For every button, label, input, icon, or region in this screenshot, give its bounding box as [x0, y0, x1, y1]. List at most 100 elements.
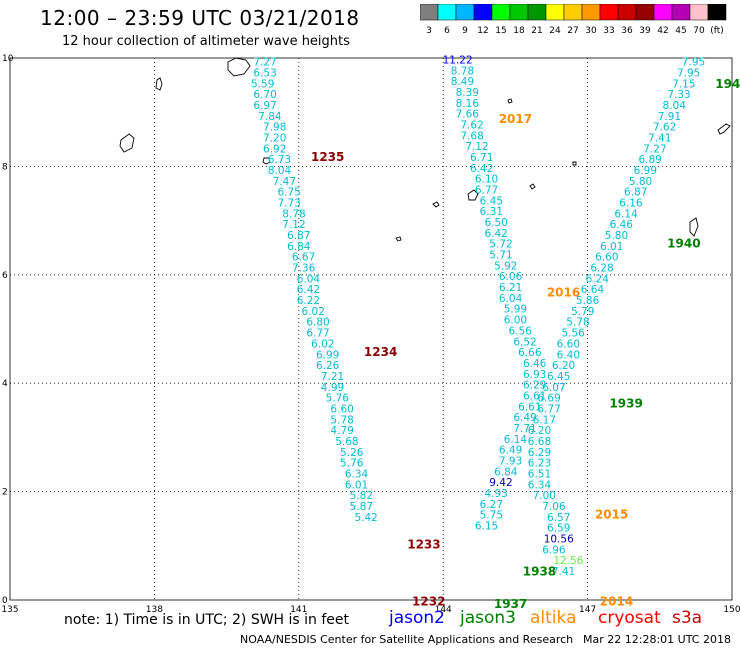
- wave-height-value: 6.46: [523, 358, 547, 370]
- wave-height-value: 6.60: [595, 252, 618, 264]
- colorbar-label: (ft): [710, 26, 724, 36]
- island-outline: [529, 183, 536, 190]
- pass-time-label: 1235: [311, 150, 344, 164]
- wave-height-value: 8.39: [456, 87, 479, 99]
- wave-height-value: 6.21: [499, 282, 522, 294]
- wave-height-value: 6.96: [542, 544, 566, 556]
- island-outline: [155, 77, 163, 91]
- wave-height-value: 5.80: [629, 176, 652, 188]
- wave-height-value: 6.77: [306, 328, 329, 340]
- island-outline: [395, 236, 402, 242]
- x-tick-label: 141: [290, 605, 307, 615]
- wave-height-value: 6.29: [523, 380, 546, 392]
- map-frame: [9, 57, 733, 601]
- wave-height-value: 6.04: [499, 293, 523, 305]
- wave-height-value: 6.59: [547, 523, 570, 535]
- wave-height-value: 6.84: [287, 241, 311, 253]
- island-outline: [262, 157, 271, 165]
- wave-height-value: 7.00: [533, 490, 556, 502]
- wave-height-value: 6.75: [277, 187, 300, 199]
- wave-height-value: 6.20: [552, 360, 575, 372]
- wave-height-value: 5.79: [571, 306, 594, 318]
- wave-height-value: 6.26: [316, 360, 340, 372]
- wave-height-value: 8.49: [451, 76, 474, 88]
- wave-height-value: 7.12: [465, 141, 488, 153]
- wave-height-value: 8.78: [282, 208, 305, 220]
- wave-height-value: 8.78: [451, 65, 474, 77]
- wave-height-value: 6.92: [263, 143, 286, 155]
- wave-height-value: 7.27: [253, 57, 276, 69]
- island-outline: [689, 217, 699, 237]
- wave-height-value: 6.17: [533, 414, 556, 426]
- wave-height-value: 7.91: [658, 111, 681, 123]
- wave-height-value: 5.99: [504, 304, 527, 316]
- wave-height-value: 6.70: [253, 89, 276, 101]
- pass-time-label: 1937: [494, 597, 527, 611]
- colorbar-label: 70: [693, 26, 705, 36]
- wave-height-value: 6.56: [509, 325, 533, 337]
- wave-height-value: 6.50: [484, 217, 507, 229]
- wave-height-value: 6.45: [547, 371, 570, 383]
- wave-height-value: 6.29: [528, 447, 551, 459]
- colorbar-label: 18: [513, 26, 525, 36]
- pass-time-label: 1939: [609, 397, 642, 411]
- wave-height-value: 7.33: [667, 89, 690, 101]
- wave-height-value: 4.79: [330, 425, 353, 437]
- wave-height-value: 6.61: [518, 401, 541, 413]
- wave-height-value: 6.97: [253, 100, 276, 112]
- pass-time-label: 2016: [547, 285, 580, 299]
- wave-height-value: 7.62: [653, 122, 676, 134]
- wave-height-value: 6.20: [528, 425, 551, 437]
- legend-jason3: jason3: [460, 608, 516, 628]
- wave-height-value: 5.76: [326, 393, 350, 405]
- map-subtitle: 12 hour collection of altimeter wave hei…: [62, 34, 350, 49]
- wave-height-value: 7.41: [552, 566, 575, 578]
- wave-height-value: 6.68: [528, 436, 551, 448]
- wave-height-value: 6.89: [638, 154, 661, 166]
- pass-time-label: 1233: [407, 538, 440, 552]
- footer-timestamp: Mar 22 12:28:01 UTC 2018: [583, 633, 731, 646]
- wave-height-value: 5.72: [489, 239, 512, 251]
- colorbar-label: 15: [495, 26, 506, 36]
- colorbar-label: 27: [567, 26, 578, 36]
- colorbar-label: 3: [426, 26, 432, 36]
- legend-s3a: s3a: [672, 608, 703, 628]
- island-outline: [119, 133, 135, 153]
- pass-time-label: 1940: [667, 237, 700, 251]
- wave-height-value: 6.42: [470, 163, 493, 175]
- wave-height-value: 7.12: [282, 219, 305, 231]
- pass-time-label: 1232: [412, 594, 445, 608]
- island-outline: [227, 57, 251, 77]
- wave-height-value: 6.93: [523, 369, 546, 381]
- wave-height-value: 6.64: [581, 284, 605, 296]
- y-tick-label: 6: [2, 271, 8, 281]
- wave-height-value: 6.66: [518, 347, 542, 359]
- wave-height-value: 6.53: [253, 67, 276, 79]
- wave-height-value: 7.41: [648, 132, 671, 144]
- wave-height-value: 5.59: [251, 78, 274, 90]
- wave-height-value: 5.26: [340, 447, 364, 459]
- wave-height-value: 6.99: [316, 349, 339, 361]
- island-outline: [717, 123, 731, 135]
- legend-jason2: jason2: [389, 608, 445, 628]
- wave-height-value: 6.31: [480, 206, 503, 218]
- wave-height-value: 7.73: [277, 198, 300, 210]
- wave-height-value: 6.28: [590, 263, 613, 275]
- wave-height-value: 6.99: [634, 165, 657, 177]
- wave-height-value: 5.78: [566, 317, 589, 329]
- wave-height-value: 5.78: [330, 414, 353, 426]
- wave-height-value: 6.51: [528, 469, 551, 481]
- y-tick-label: 8: [2, 162, 8, 172]
- wave-height-value: 8.04: [268, 165, 292, 177]
- colorbar-label: 39: [639, 26, 651, 36]
- wave-height-value: 6.15: [475, 521, 498, 533]
- footer-credit: NOAA/NESDIS Center for Satellite Applica…: [240, 633, 574, 646]
- wave-height-value: 6.04: [297, 273, 321, 285]
- pass-time-label: 2014: [600, 594, 633, 608]
- wave-height-value: 6.57: [547, 512, 570, 524]
- map-title: 12:00 – 23:59 UTC 03/21/2018: [40, 6, 360, 30]
- wave-height-value: 5.92: [494, 260, 517, 272]
- wave-height-value: 5.75: [480, 510, 503, 522]
- colorbar-label: 21: [531, 26, 542, 36]
